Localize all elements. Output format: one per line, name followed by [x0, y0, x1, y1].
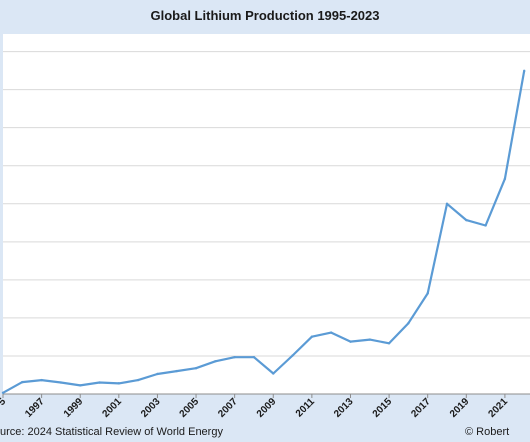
data-point: [368, 338, 371, 341]
data-point: [40, 378, 43, 382]
data-point: [329, 331, 333, 334]
x-tick-label: 2017: [409, 396, 433, 420]
data-point: [21, 380, 24, 384]
data-point: [484, 224, 487, 227]
data-point: [79, 384, 82, 387]
data-point: [175, 369, 178, 373]
x-tick-label: 2019: [448, 396, 472, 420]
grid-lines: [3, 51, 530, 357]
data-point: [1, 391, 5, 394]
x-tick-label: 5: [0, 396, 8, 408]
data-point: [310, 335, 314, 338]
data-point: [272, 372, 275, 375]
x-tick-label: 2013: [332, 396, 356, 420]
x-tick-label: 1999: [62, 396, 86, 420]
chart-title: Global Lithium Production 1995-2023: [150, 8, 380, 23]
data-point: [465, 218, 468, 222]
x-tick-label: 2011: [294, 396, 317, 419]
plot-area: [3, 34, 530, 394]
data-point: [214, 360, 217, 363]
data-point: [98, 381, 101, 384]
data-point: [523, 69, 526, 73]
source-note: urce: 2024 Statistical Review of World E…: [0, 426, 223, 438]
x-tick-label: 2007: [216, 396, 240, 420]
series-line: [2, 70, 526, 394]
data-points: [1, 69, 526, 394]
data-point: [407, 322, 410, 325]
x-tick-label: 2003: [139, 396, 163, 420]
data-point: [503, 177, 507, 181]
data-point: [445, 202, 449, 205]
x-tick-label: 2015: [371, 396, 395, 420]
data-point: [194, 367, 198, 370]
data-point: [233, 355, 236, 359]
x-axis-ticks: 5 1997 1999 2001 2003 2005 2007 2009 2011 2013 201…: [0, 394, 510, 420]
x-tick-label: 2009: [255, 396, 279, 420]
data-point: [117, 382, 121, 385]
data-point: [387, 342, 391, 345]
data-point: [156, 372, 159, 376]
data-point: [349, 340, 352, 343]
x-tick-label: 2001: [100, 396, 124, 420]
data-point: [291, 354, 294, 357]
data-point: [136, 378, 140, 382]
credit-note: © Robert: [465, 426, 510, 438]
data-point: [426, 292, 429, 295]
x-tick-label: 2005: [178, 396, 202, 420]
data-point: [59, 381, 63, 384]
x-tick-label: 2021: [487, 396, 511, 420]
data-point: [252, 355, 256, 359]
x-tick-label: 1997: [23, 396, 47, 420]
